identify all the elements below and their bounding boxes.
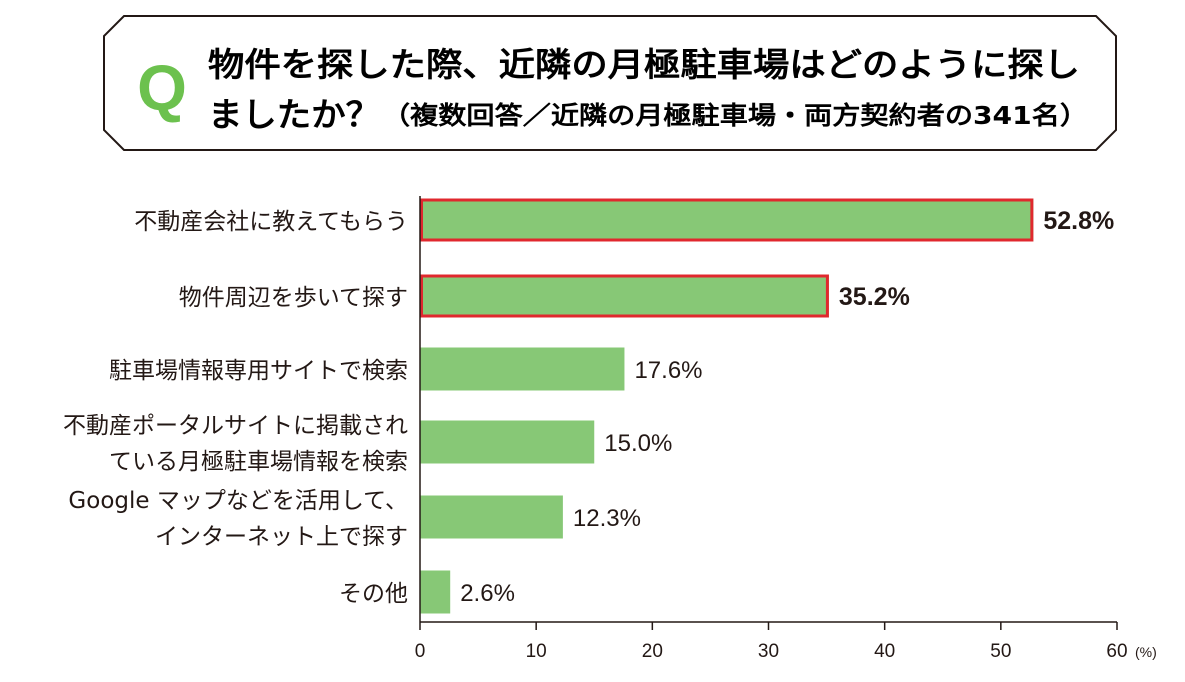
- value-label-1: 52.8%: [1043, 207, 1114, 235]
- category-label-6: その他: [339, 581, 408, 607]
- bar-3: [420, 347, 625, 391]
- question-title-line1: 物件を探した際、近隣の月極駐車場はどのように探し: [208, 45, 1080, 84]
- category-label-1: 不動産会社に教えてもらう: [134, 209, 408, 235]
- x-tick-label-50: 50: [990, 641, 1011, 662]
- value-label-3: 17.6%: [634, 357, 702, 384]
- x-tick-label-0: 0: [415, 641, 426, 662]
- x-tick-label-60: 60: [1106, 641, 1127, 662]
- value-label-2: 35.2%: [839, 283, 910, 311]
- question-note: （複数回答／近隣の月極駐車場・両方契約者の341名）: [382, 101, 1088, 130]
- x-tick-label-40: 40: [874, 641, 895, 662]
- value-label-4: 15.0%: [604, 430, 672, 457]
- category-label-4-line1: 不動産ポータルサイトに掲載され: [63, 413, 408, 439]
- value-label-6: 2.6%: [460, 580, 515, 607]
- x-tick-label-20: 20: [642, 641, 663, 662]
- x-axis-unit: (%): [1135, 644, 1157, 660]
- category-label-5-line2: インターネット上で探す: [155, 524, 408, 550]
- bar-4: [420, 420, 595, 464]
- category-label-3: 駐車場情報専用サイトで検索: [109, 358, 408, 384]
- x-axis: 0 10 20 30 40 50 60 (%): [415, 196, 1157, 662]
- bar-1: [420, 198, 1034, 242]
- question-frame: [103, 15, 1117, 151]
- category-label-2: 物件周辺を歩いて探す: [179, 285, 408, 311]
- bar-6: [420, 570, 451, 614]
- value-label-5: 12.3%: [573, 505, 641, 532]
- bar-highlight-1: [420, 198, 1034, 242]
- question-title-line2: ましたか？: [208, 95, 380, 134]
- category-label-5-line1: Google マップなどを活用して、: [68, 488, 408, 514]
- bar-highlight-2: [420, 274, 829, 318]
- bars-layer: 52.8% 不動産会社に教えてもらう 35.2% 物件周辺を歩いて探す 17.6% 駐車場…: [63, 198, 1114, 614]
- x-tick-label-10: 10: [526, 641, 547, 662]
- bar-5: [420, 495, 563, 539]
- x-tick-label-30: 30: [758, 641, 779, 662]
- category-label-4-line2: ている月極駐車場情報を検索: [109, 449, 408, 475]
- question-mark: Q: [137, 52, 187, 124]
- bar-2: [420, 274, 829, 318]
